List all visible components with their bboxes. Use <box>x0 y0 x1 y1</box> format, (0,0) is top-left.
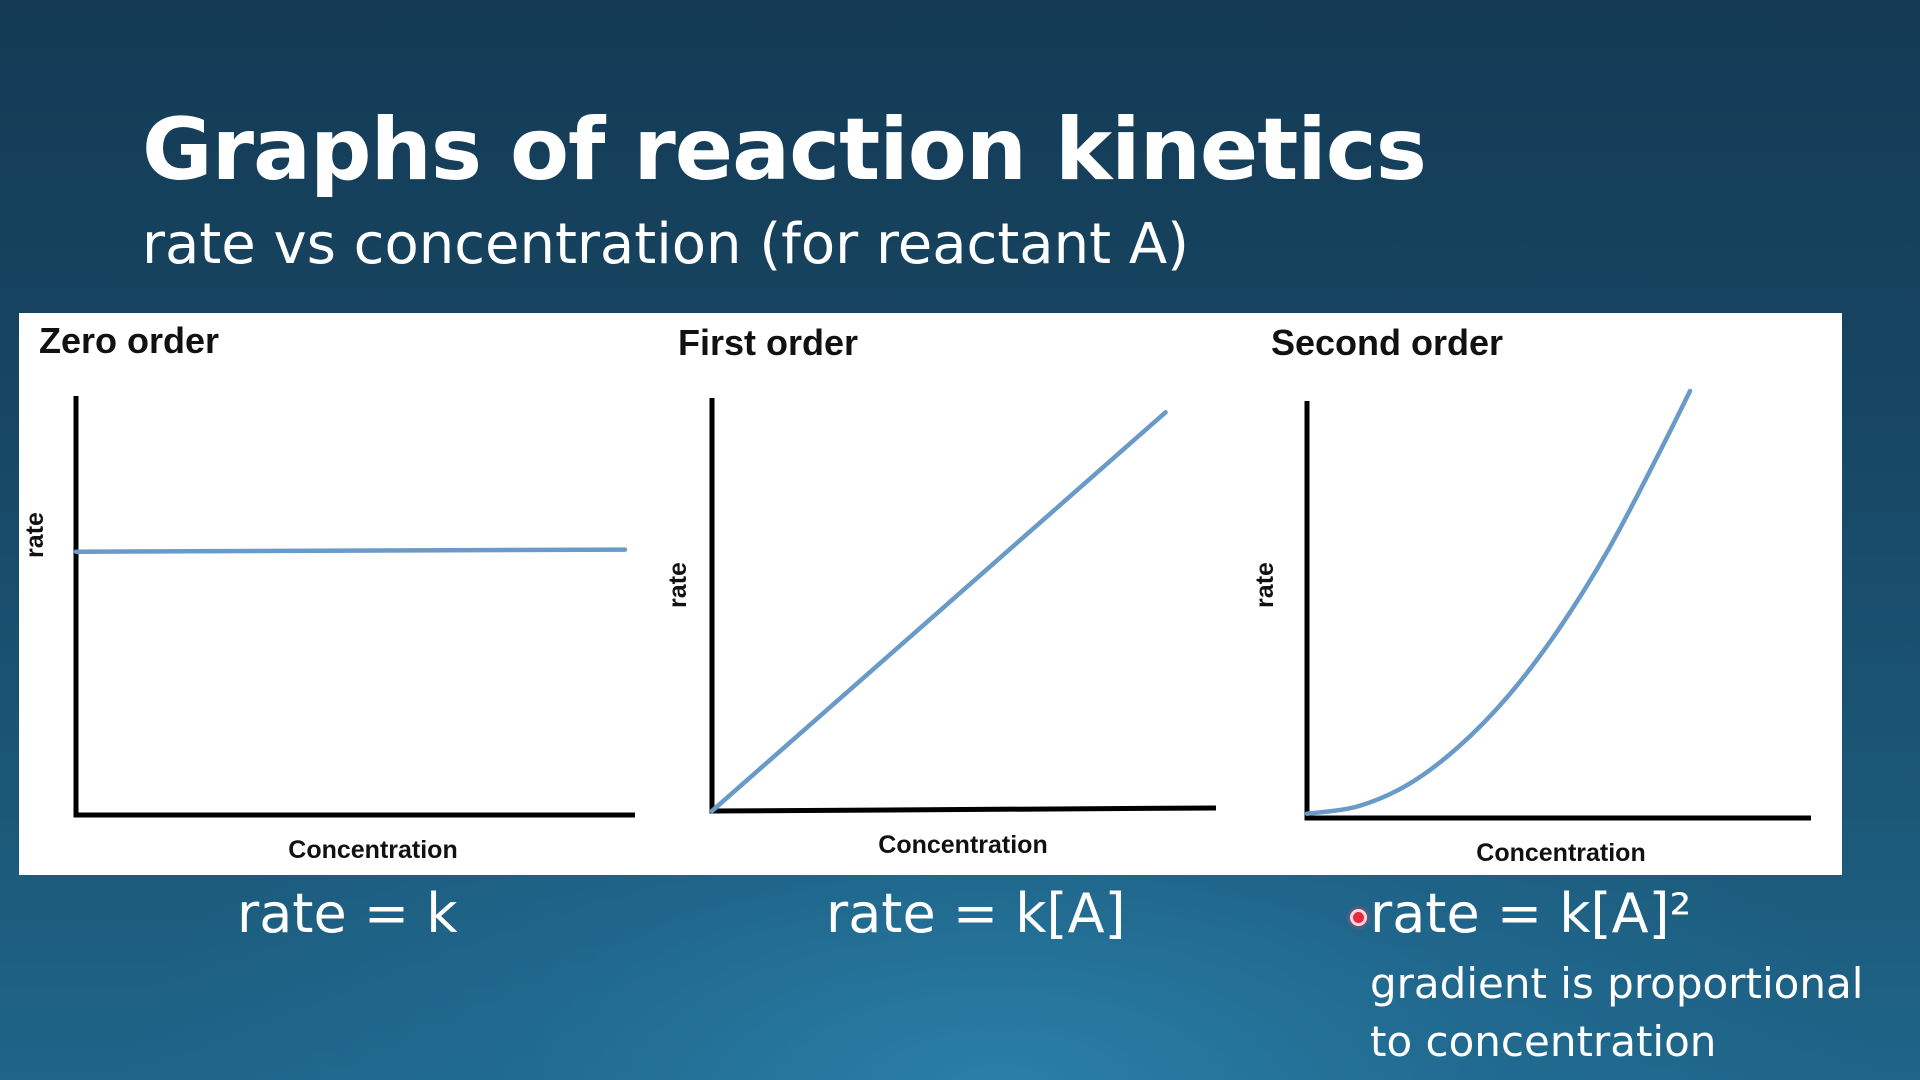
gradient-note-line-1: gradient is proportional <box>1370 959 1864 1008</box>
series-line-zero-order <box>73 547 628 554</box>
laser-pointer-dot <box>1350 909 1367 926</box>
series-line-second-order <box>1304 388 1693 816</box>
chart-zero-order: Zero order rate Concentration <box>21 320 635 864</box>
x-axis-label-zero-order: Concentration <box>288 836 457 864</box>
equation-first-order: rate = k[A] <box>826 882 1126 945</box>
chart-title-zero-order: Zero order <box>39 320 219 361</box>
series-line-first-order <box>709 410 1168 814</box>
equation-second-order: rate = k[A]² <box>1370 882 1692 945</box>
axes-second-order <box>1304 401 1811 821</box>
y-axis-label-zero-order: rate <box>21 512 49 558</box>
x-axis-label-second-order: Concentration <box>1476 839 1645 867</box>
y-axis-label-first-order: rate <box>664 562 692 608</box>
chart-title-first-order: First order <box>678 322 858 363</box>
x-axis-label-first-order: Concentration <box>878 831 1047 859</box>
chart-second-order: Second order rate Concentration <box>1251 322 1811 867</box>
axes-first-order <box>709 398 1217 814</box>
gradient-note-line-2: to concentration <box>1370 1017 1717 1066</box>
y-axis-label-second-order: rate <box>1251 562 1279 608</box>
slide-subtitle: rate vs concentration (for reactant A) <box>142 212 1189 277</box>
gradient-note: gradient is proportional to concentratio… <box>1370 955 1863 1071</box>
chart-first-order: First order rate Concentration <box>664 322 1217 859</box>
axes-zero-order <box>73 396 635 818</box>
equation-zero-order: rate = k <box>237 882 458 945</box>
slide-title: Graphs of reaction kinetics <box>142 100 1427 200</box>
charts-figure: Zero order rate Concentration First orde… <box>21 320 1811 867</box>
chart-panel: Zero order rate Concentration First orde… <box>19 313 1842 875</box>
chart-title-second-order: Second order <box>1271 322 1503 363</box>
